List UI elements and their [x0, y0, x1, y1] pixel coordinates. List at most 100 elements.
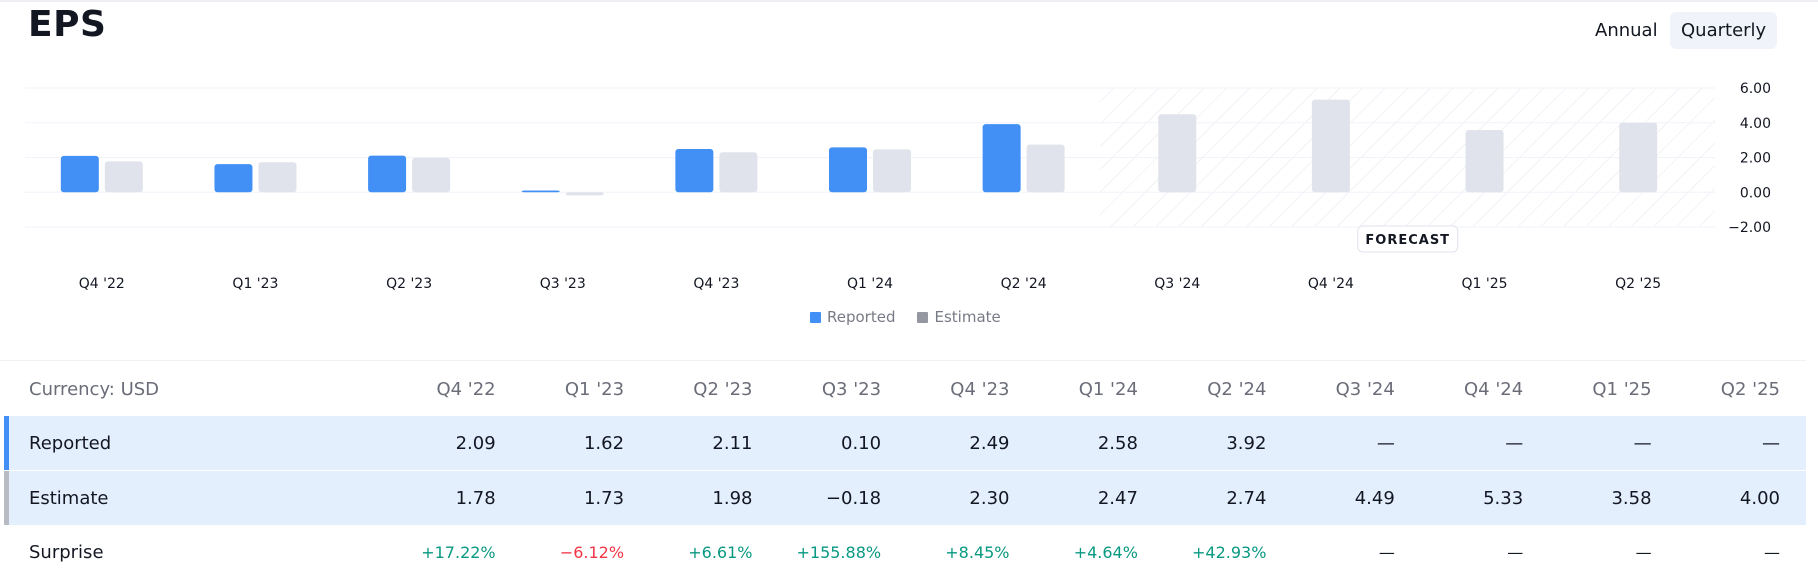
- table-row-reported[interactable]: Reported 2.09 1.62 2.11 0.10 2.49 2.58 3.92— — — —: [4, 416, 1806, 471]
- column-header: Q2 '24: [1207, 378, 1267, 400]
- bar-estimate[interactable]: [873, 149, 911, 193]
- table-header-row: Currency: USD Q4 '22 Q1 '23 Q2 '23 Q3 '23 Q4…: [4, 362, 1806, 416]
- x-tick-label: Q3 '23: [540, 276, 586, 292]
- table-row-estimate[interactable]: Estimate 1.78 1.73 1.98 −0.18 2.30 2.47 2.74 4.4…: [4, 470, 1806, 525]
- table-cell: —: [1266, 416, 1395, 471]
- tab-quarterly[interactable]: Quarterly: [1670, 12, 1778, 49]
- bar-reported[interactable]: [982, 124, 1021, 193]
- table-cell: +4.64%: [1073, 542, 1138, 562]
- table-cell: −0.18: [752, 470, 882, 525]
- bar-reported[interactable]: [829, 147, 867, 193]
- x-tick-label: Q2 '25: [1615, 276, 1661, 292]
- bar-estimate[interactable]: [104, 161, 143, 193]
- forecast-label: FORECAST: [1365, 233, 1450, 248]
- column-header: Q1 '25: [1592, 378, 1652, 400]
- table-cell: —: [1523, 416, 1652, 471]
- column-header: Q2 '25: [1720, 378, 1780, 400]
- table-cell: 2.09: [367, 416, 496, 471]
- column-header: Q4 '22: [436, 378, 496, 400]
- y-tick-label: −2.00: [1728, 220, 1771, 236]
- column-header: Q4 '23: [950, 378, 1010, 400]
- legend-swatch-estimate: [917, 311, 929, 323]
- table-cell: 3.92: [1137, 416, 1267, 471]
- bar-estimate[interactable]: [565, 192, 604, 196]
- bar-estimate[interactable]: [1311, 99, 1350, 193]
- column-header: Q1 '24: [1078, 378, 1138, 400]
- bar-reported[interactable]: [368, 155, 407, 193]
- table-cell: 5.33: [1394, 470, 1524, 525]
- forecast-badge: FORECAST: [1357, 225, 1459, 253]
- y-tick-label: 6.00: [1740, 81, 1771, 97]
- bar-reported[interactable]: [214, 164, 253, 193]
- table-divider: [0, 360, 1806, 361]
- y-tick-label: 4.00: [1740, 116, 1771, 132]
- column-header: Q1 '23: [564, 378, 625, 400]
- chart-legend: Reported Estimate: [810, 308, 1001, 326]
- bar-estimate[interactable]: [1619, 122, 1658, 193]
- table-cell: 2.47: [1009, 470, 1138, 525]
- bar-reported[interactable]: [675, 148, 714, 193]
- column-header: Q3 '24: [1335, 378, 1395, 400]
- bar-estimate[interactable]: [719, 152, 758, 193]
- y-tick-label: 0.00: [1740, 185, 1771, 201]
- legend-item-estimate[interactable]: Estimate: [917, 308, 1001, 326]
- table-cell: —: [1764, 542, 1780, 562]
- table-cell: +42.93%: [1192, 542, 1267, 562]
- table-cell: 1.73: [495, 470, 625, 525]
- table-cell: 1.62: [495, 416, 625, 471]
- eps-bar-chart: Q4 '22 Q1 '23 Q2 '23 Q3 '23 Q4 '23 Q1 '24 Q2 '…: [25, 81, 1771, 292]
- row-label: Reported: [4, 416, 368, 471]
- table-cell: 2.58: [1009, 416, 1138, 471]
- table-cell: 4.49: [1266, 470, 1395, 525]
- bar-estimate[interactable]: [412, 157, 451, 193]
- bar-reported[interactable]: [521, 190, 560, 193]
- table-cell: −6.12%: [559, 542, 625, 562]
- table-cell: 2.11: [624, 416, 753, 471]
- legend-label-estimate: Estimate: [934, 308, 1001, 326]
- table-cell: +8.45%: [945, 542, 1010, 562]
- column-header: Q4 '24: [1463, 378, 1524, 400]
- table-cell: —: [1378, 542, 1395, 562]
- table-cell: —: [1651, 416, 1806, 471]
- currency-label: Currency: USD: [29, 378, 160, 400]
- table-cell: 1.98: [624, 470, 753, 525]
- x-tick-label: Q1 '24: [847, 276, 893, 292]
- legend-swatch-reported: [810, 311, 821, 323]
- page-title: EPS: [28, 4, 107, 45]
- x-tick-label: Q1 '25: [1462, 276, 1508, 292]
- table-cell: —: [1394, 416, 1524, 471]
- x-tick-label: Q4 '22: [79, 276, 125, 292]
- table-cell: —: [1635, 542, 1652, 562]
- row-label: Surprise: [29, 541, 104, 563]
- table-cell: —: [1507, 542, 1524, 562]
- table-cell: 2.30: [881, 470, 1010, 525]
- table-cell: 2.74: [1137, 470, 1267, 525]
- column-header: Q2 '23: [693, 378, 753, 400]
- table-cell: 3.58: [1523, 470, 1652, 525]
- tab-annual[interactable]: Annual: [1595, 20, 1658, 41]
- legend-label-reported: Reported: [827, 308, 896, 326]
- table-row-surprise[interactable]: Surprise +17.22% −6.12% +6.61% +155.88% +8.45…: [4, 525, 1806, 579]
- bar-estimate[interactable]: [258, 162, 297, 193]
- bar-estimate[interactable]: [1465, 130, 1504, 193]
- x-tick-label: Q3 '24: [1154, 276, 1200, 292]
- row-label: Estimate: [4, 470, 368, 525]
- table-cell: 0.10: [752, 416, 882, 471]
- x-tick-label: Q4 '23: [693, 276, 739, 292]
- x-tick-label: Q2 '24: [1001, 276, 1047, 292]
- x-tick-label: Q1 '23: [232, 276, 278, 292]
- bar-reported[interactable]: [60, 155, 99, 193]
- table-cell: 4.00: [1651, 470, 1806, 525]
- table-cell: +6.61%: [688, 542, 753, 562]
- x-tick-label: Q2 '23: [386, 276, 432, 292]
- table-cell: 2.49: [881, 416, 1010, 471]
- top-border: [0, 0, 1818, 2]
- column-header: Q3 '23: [821, 378, 882, 400]
- eps-table: Currency: USD Q4 '22 Q1 '23 Q2 '23 Q3 '23 Q4…: [4, 362, 1806, 579]
- bar-estimate[interactable]: [1158, 114, 1197, 193]
- bar-estimate[interactable]: [1026, 144, 1065, 193]
- x-tick-label: Q4 '24: [1308, 276, 1354, 292]
- table-cell: +155.88%: [796, 542, 882, 562]
- y-tick-label: 2.00: [1740, 151, 1771, 167]
- legend-item-reported[interactable]: Reported: [810, 308, 895, 326]
